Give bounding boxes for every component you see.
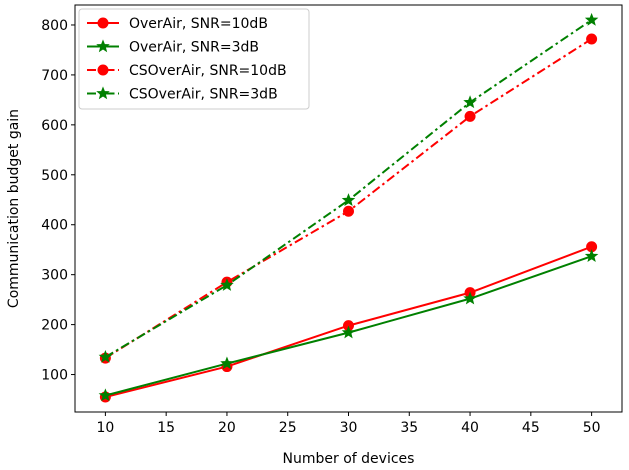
y-tick-label: 300 (41, 268, 68, 284)
y-tick-label: 400 (41, 218, 68, 234)
y-tick-label: 500 (41, 168, 68, 184)
series-line (104, 19, 593, 358)
legend-label: OverAir, SNR=3dB (129, 40, 259, 56)
y-tick-label: 800 (41, 18, 68, 34)
data-point (586, 33, 598, 45)
legend-label: OverAir, SNR=10dB (129, 16, 268, 32)
legend-label: CSOverAir, SNR=3dB (129, 87, 278, 103)
data-point (463, 291, 477, 305)
data-point (98, 349, 113, 363)
legend: OverAir, SNR=10dB OverAir, SNR=3dB CSOverA… (78, 8, 310, 110)
x-tick-label: 40 (461, 420, 479, 436)
data-point (341, 325, 356, 339)
x-tick-label: 30 (340, 420, 358, 436)
x-tick-label: 25 (279, 420, 297, 436)
legend-marker (96, 86, 110, 100)
data-point (98, 388, 113, 402)
data-point (220, 356, 234, 370)
data-point (584, 12, 599, 26)
chart-marks: 10 15 20 25 30 35 40 45 50 100 200 300 400 500 600 700 8… (41, 12, 601, 436)
x-tick-label: 20 (218, 420, 236, 436)
x-tick-label: 45 (522, 420, 540, 436)
data-point (584, 249, 599, 262)
legend-marker (97, 17, 109, 29)
data-point (220, 278, 234, 291)
data-point (463, 95, 477, 109)
legend-label: CSOverAir, SNR=10dB (129, 63, 287, 79)
data-point (341, 193, 356, 206)
legend-marker (96, 39, 110, 53)
x-tick-label: 10 (96, 420, 114, 436)
x-tick-label: 35 (400, 420, 418, 436)
data-point (343, 205, 354, 217)
x-tick-label: 15 (157, 420, 175, 436)
y-tick-label: 700 (41, 68, 68, 84)
y-tick-label: 200 (41, 318, 68, 334)
y-tick-label: 100 (41, 368, 68, 384)
data-point (464, 110, 476, 122)
y-axis-label: Communication budget gain (6, 109, 22, 308)
legend-box (78, 8, 310, 110)
legend-marker (97, 64, 109, 76)
x-axis-label: Number of devices (283, 451, 415, 467)
x-tick-label: 50 (583, 420, 601, 436)
y-tick-label: 600 (41, 118, 68, 134)
